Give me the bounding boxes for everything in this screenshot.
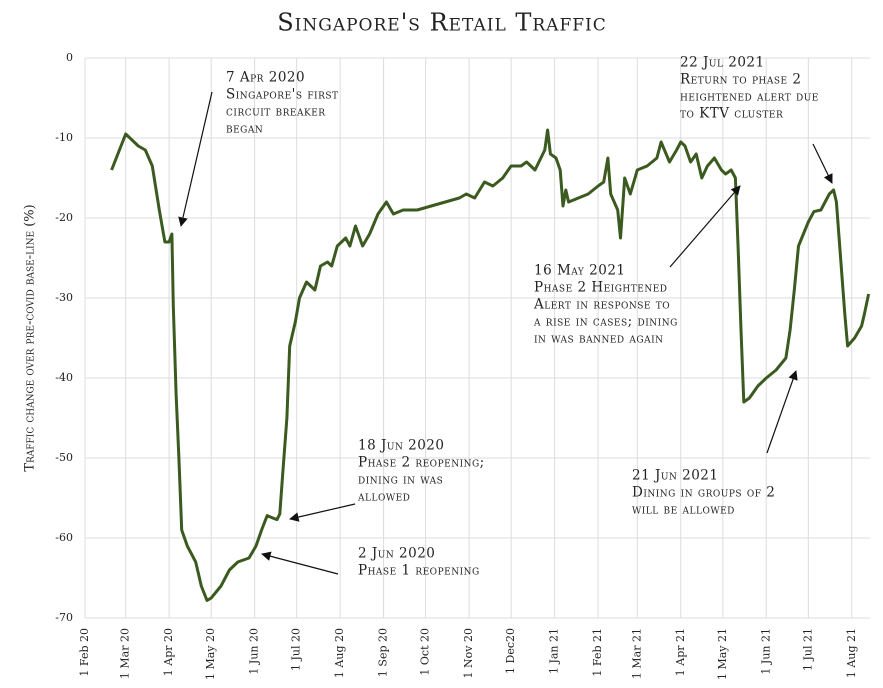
annotation: to KTV cluster [680, 106, 783, 122]
x-tick-label: 1 Aug 21 [845, 628, 858, 678]
y-tick-label: -30 [55, 291, 73, 304]
arrow [766, 370, 798, 454]
x-tick-label: 1 Sep 20 [377, 628, 390, 677]
y-tick-label: -60 [55, 531, 73, 544]
x-tick-label: 1 Mar 20 [119, 628, 132, 679]
x-tick-label: 1 Nov 20 [462, 628, 475, 678]
x-tick-label: 1 Dec20 [504, 628, 517, 674]
annotation: Phase 2 reopening; [358, 455, 485, 471]
annotation: 21 Jun 2021 [632, 468, 719, 484]
annotation: heightened alert due [680, 89, 819, 105]
y-tick-label: -40 [55, 371, 73, 384]
annotation: circuit breaker [226, 104, 326, 120]
annotation: Singapore's first [226, 87, 339, 103]
arrow [261, 551, 339, 575]
annotation: 22 Jul 2021 [680, 55, 765, 71]
annotation: will be allowed [632, 502, 735, 518]
annotation: Phase 1 reopening [358, 563, 480, 579]
x-tick-label: 1 Jun 21 [759, 628, 772, 675]
annotation: Alert in response to [533, 297, 670, 313]
annotation: Dining in groups of 2 [632, 485, 775, 501]
y-tick-label: -20 [55, 211, 73, 224]
y-tick-label: -70 [55, 611, 73, 624]
annotation: dining in was [358, 472, 443, 488]
x-tick-label: 1 May 20 [204, 628, 217, 680]
grid: 0 -10 -20 -30 -40 -50 -60 -70 1 Feb 20 1 Mar 20 1 … [55, 51, 870, 680]
x-tick-label: 1 Mar 21 [630, 628, 643, 679]
chart-title: Singapore's Retail Traffic [277, 9, 607, 37]
y-tick-label: -50 [55, 451, 73, 464]
y-tick-label: -10 [55, 131, 73, 144]
y-tick-label: 0 [66, 51, 73, 64]
x-tick-label: 1 Apr 20 [162, 628, 175, 676]
x-tick-label: 1 Feb 21 [591, 628, 604, 677]
arrow [669, 185, 741, 268]
annotation: began [226, 121, 263, 137]
x-tick-label: 1 Jun 20 [248, 628, 261, 675]
annotation: 7 Apr 2020 [226, 70, 305, 86]
annotation: in was banned again [534, 331, 664, 347]
y-axis-label: Traffic change over pre-covid base-line … [23, 204, 38, 471]
annotation: 16 May 2021 [534, 263, 626, 279]
x-tick-label: 1 Feb 20 [78, 628, 91, 677]
annotation: Phase 2 Heightened [534, 280, 668, 296]
x-tick-label: 1 Oct 20 [419, 628, 432, 676]
x-tick-label: 1 Jan 21 [548, 628, 561, 674]
data-line [110, 128, 871, 602]
annotation: a rise in cases; dining [533, 314, 678, 330]
annotation: 18 Jun 2020 [358, 438, 445, 454]
arrows [178, 91, 833, 575]
arrow [178, 91, 213, 227]
arrow [812, 143, 833, 184]
annotation: Return to phase 2 [680, 72, 801, 88]
x-tick-label: 1 Apr 21 [674, 628, 687, 676]
x-tick-label: 1 Jul 20 [290, 628, 303, 671]
annotation: 2 Jun 2020 [358, 546, 435, 562]
x-tick-label: 1 May 21 [716, 628, 729, 680]
x-tick-label: 1 Jul 21 [801, 628, 814, 671]
x-tick-label: 1 Aug 20 [333, 628, 346, 678]
arrow [289, 503, 356, 522]
annotation: allowed [357, 489, 410, 505]
